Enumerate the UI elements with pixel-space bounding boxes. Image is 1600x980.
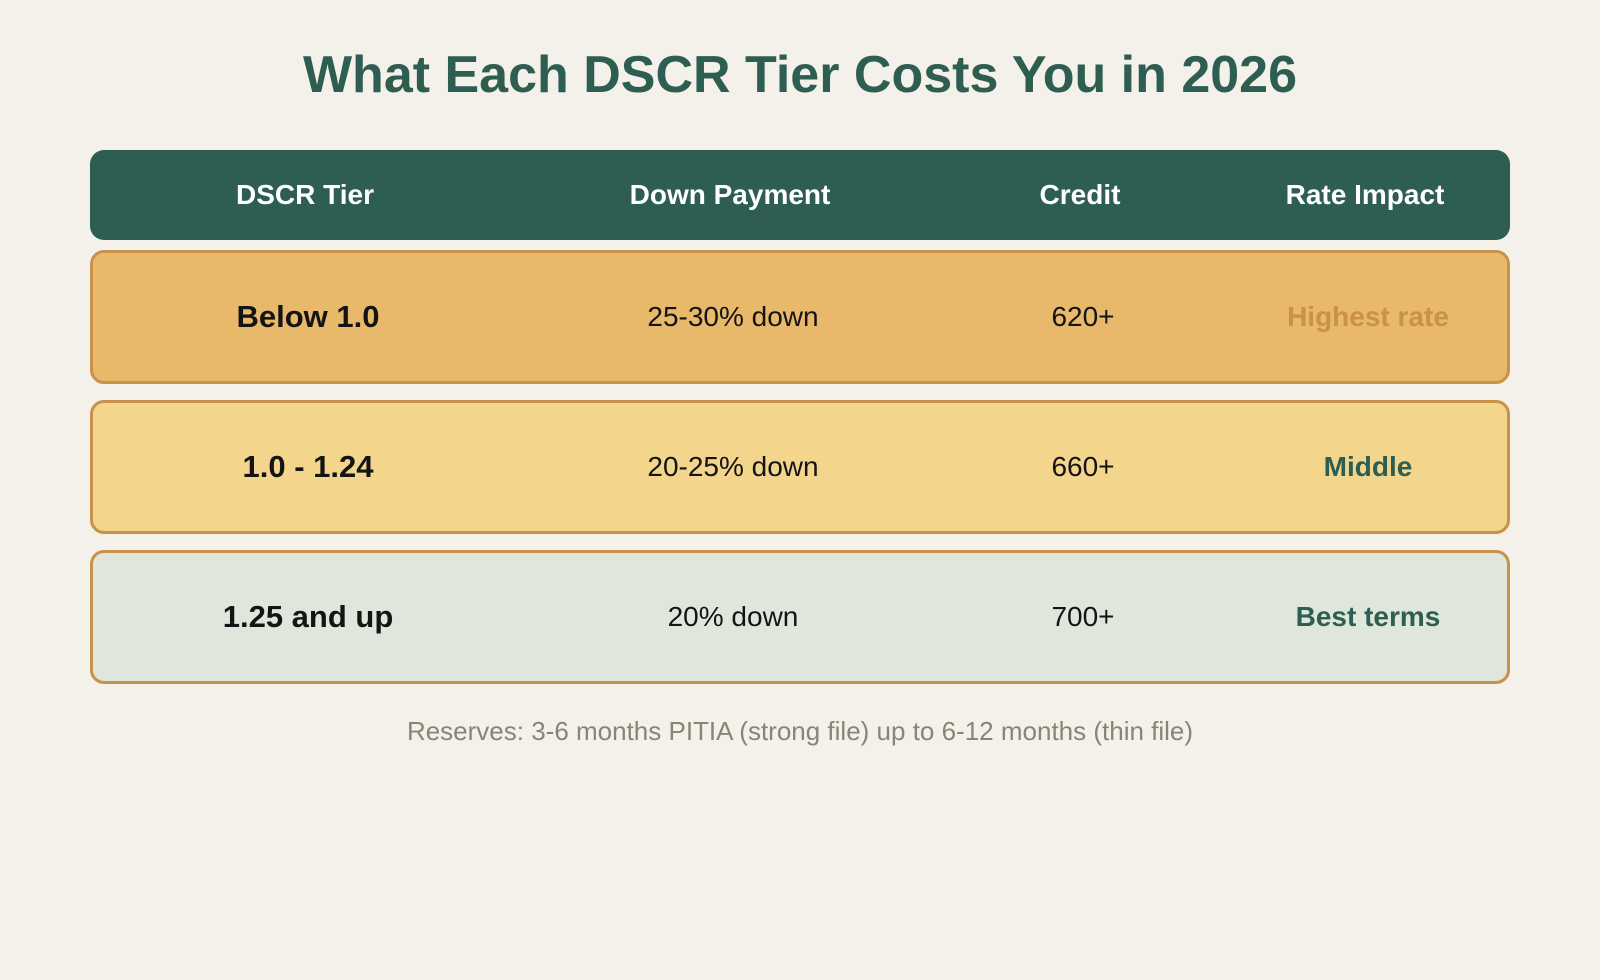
reserves-footnote: Reserves: 3-6 months PITIA (strong file)… xyxy=(406,716,1194,746)
header-rate-impact: Rate Impact xyxy=(1285,179,1445,210)
page-title: What Each DSCR Tier Costs You in 2026 xyxy=(302,46,1298,104)
credit-value: 700+ xyxy=(1051,601,1115,632)
table-row-below-1: Below 1.0 25-30% down 620+ Highest rate xyxy=(90,250,1510,384)
header-credit: Credit xyxy=(1039,179,1121,210)
tier-label: 1.25 and up xyxy=(222,599,394,634)
table-header: DSCR Tier Down Payment Credit Rate Impac… xyxy=(90,150,1510,240)
rate-impact-value: Best terms xyxy=(1295,601,1441,632)
down-payment-value: 20% down xyxy=(667,601,799,632)
credit-value: 660+ xyxy=(1051,451,1115,482)
rate-impact-value: Middle xyxy=(1323,451,1413,482)
header-down-payment: Down Payment xyxy=(629,179,831,210)
header-dscr-tier: DSCR Tier xyxy=(236,179,374,210)
table-row-1-25-and-up: 1.25 and up 20% down 700+ Best terms xyxy=(90,550,1510,684)
tier-label: 1.0 - 1.24 xyxy=(242,449,374,484)
down-payment-value: 20-25% down xyxy=(647,451,819,482)
credit-value: 620+ xyxy=(1051,301,1115,332)
tier-label: Below 1.0 xyxy=(236,299,380,334)
rate-impact-value: Highest rate xyxy=(1287,301,1449,332)
down-payment-value: 25-30% down xyxy=(647,301,819,332)
table-row-1-0-to-1-24: 1.0 - 1.24 20-25% down 660+ Middle xyxy=(90,400,1510,534)
